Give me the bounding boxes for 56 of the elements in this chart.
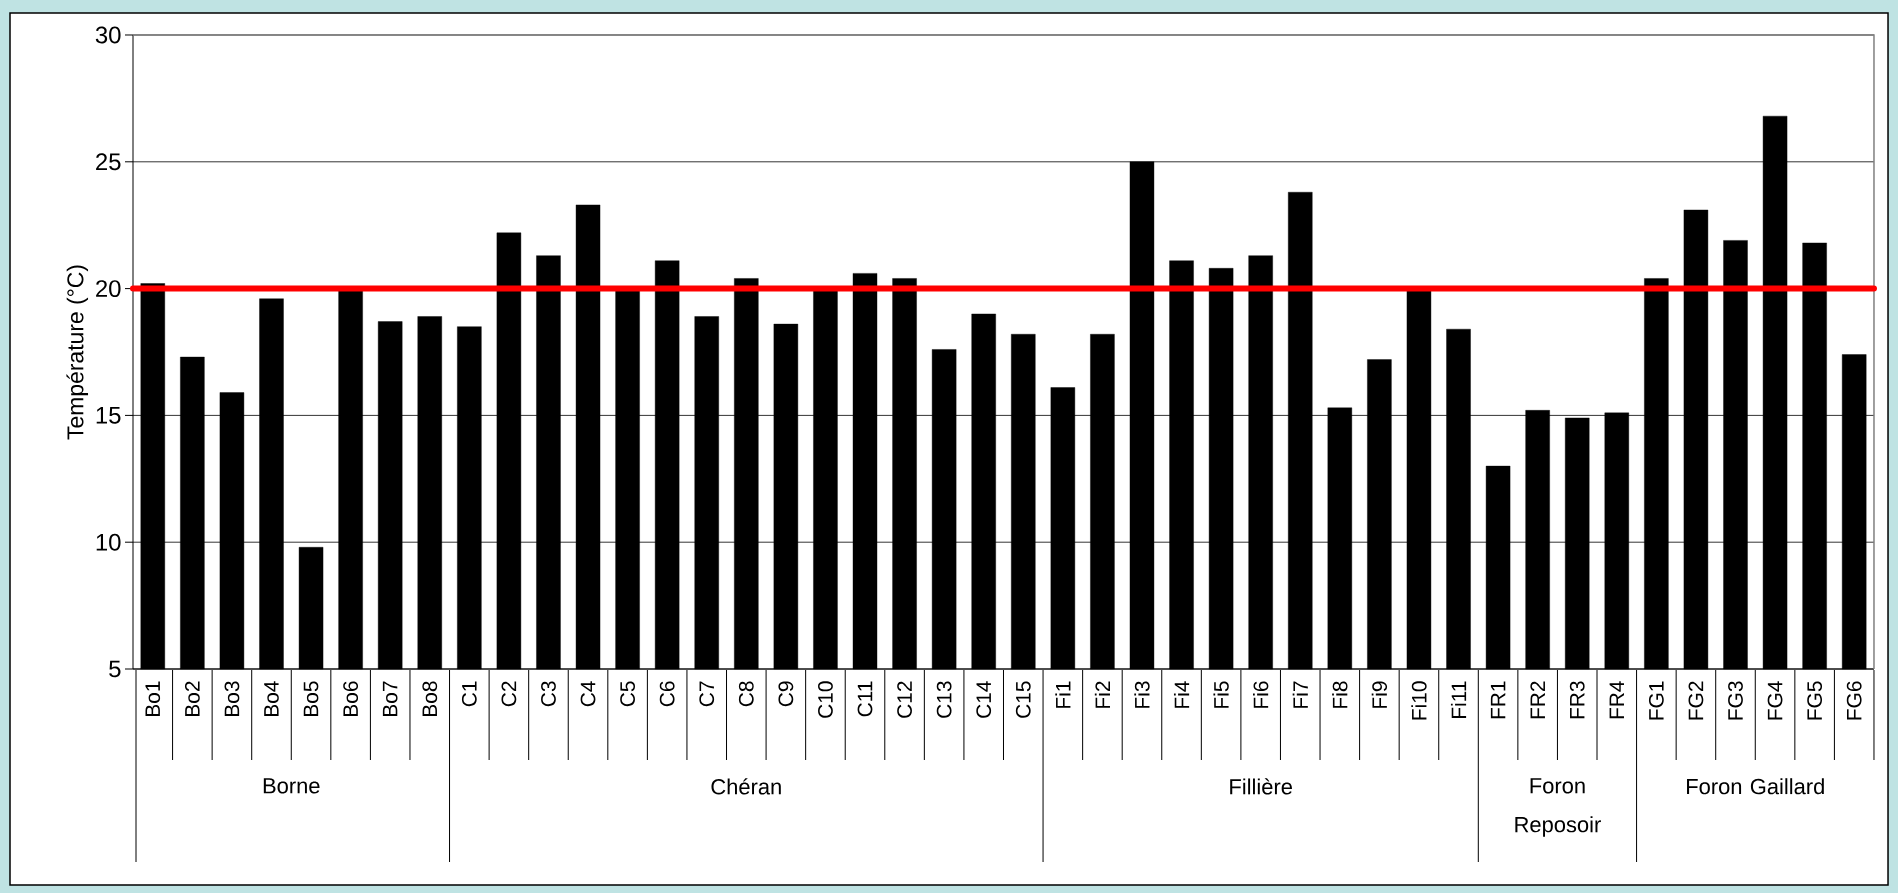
x-tick-label: FR1 (1490, 681, 1506, 719)
x-tick-label: Bo1 (145, 681, 161, 717)
y-tick-label: 25 (96, 153, 121, 171)
y-tick-label: 20 (96, 280, 121, 298)
x-tick-label: FR3 (1569, 681, 1585, 719)
x-tick-label: FG3 (1728, 681, 1743, 720)
text: Foron Gaillard (1687, 778, 1824, 795)
x-tick-label: FR2 (1530, 681, 1545, 719)
x-tick-label: C12 (897, 681, 912, 718)
x-tick-label: Fi8 (1332, 681, 1348, 708)
x-tick-label: Fi9 (1371, 681, 1388, 708)
x-tick-label: Fi11 (1450, 681, 1467, 718)
x-tick-label: FG2 (1688, 681, 1704, 720)
x-tick-label: C2 (501, 681, 517, 707)
x-tick-label: C9 (778, 681, 794, 707)
y-axis-title: Température (°C) (66, 265, 89, 440)
x-tick-label: Bo7 (382, 681, 398, 717)
x-tick-label: FG5 (1807, 681, 1823, 720)
x-tick-label: FG1 (1648, 681, 1664, 720)
x-tick-label: C4 (580, 681, 596, 707)
x-tick-label: Fi1 (1055, 681, 1071, 708)
x-tick-label: Fi7 (1292, 681, 1308, 708)
x-tick-label: Fi6 (1253, 681, 1269, 708)
y-tick-label: 5 (109, 660, 121, 678)
text: Chéran (711, 778, 781, 795)
x-tick-label: C1 (461, 681, 477, 707)
x-tick-label: C7 (699, 681, 715, 707)
x-tick-label: Fi5 (1213, 681, 1229, 708)
x-tick-label: FG6 (1846, 681, 1862, 720)
x-tick-label: Fi3 (1134, 681, 1150, 708)
text: Foron Reposoir (1515, 778, 1601, 837)
y-tick-label: 30 (95, 26, 121, 44)
text: Borne (263, 778, 320, 794)
text: Fillière (1230, 778, 1292, 795)
x-tick-label: C14 (976, 681, 992, 718)
x-tick-label: C11 (857, 681, 873, 717)
x-tick-label: C5 (620, 681, 635, 707)
x-tick-label: Fi10 (1411, 681, 1427, 720)
x-tick-label: C15 (1015, 681, 1031, 718)
y-tick-label: 15 (96, 407, 121, 424)
x-tick-label: Fi2 (1094, 681, 1110, 708)
x-tick-label: C13 (936, 681, 952, 718)
x-tick-label: Bo8 (422, 681, 438, 717)
x-tick-label: C10 (818, 681, 833, 718)
y-tick-label: 10 (96, 533, 121, 551)
x-tick-label: Bo5 (303, 681, 319, 717)
x-tick-label: FG4 (1767, 681, 1783, 720)
x-tick-label: C8 (738, 681, 754, 707)
x-tick-label: FR4 (1609, 681, 1624, 719)
x-tick-label: Fi4 (1173, 681, 1190, 708)
x-tick-label: Bo2 (184, 681, 200, 717)
x-tick-label: C6 (659, 681, 675, 707)
x-tick-label: Bo6 (343, 681, 359, 717)
x-tick-label: C3 (541, 681, 556, 707)
x-tick-label: Bo3 (224, 681, 240, 717)
x-tick-label: Bo4 (264, 681, 279, 717)
